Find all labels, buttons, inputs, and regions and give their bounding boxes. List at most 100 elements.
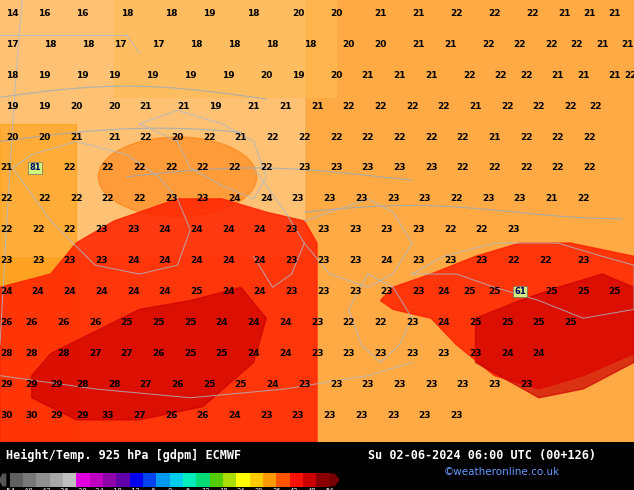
Text: 54: 54	[325, 488, 334, 490]
Text: 23: 23	[476, 256, 488, 265]
Text: 23: 23	[63, 256, 76, 265]
Text: 26: 26	[0, 318, 13, 327]
Text: -24: -24	[92, 488, 105, 490]
Text: 29: 29	[76, 411, 89, 420]
Text: 22: 22	[526, 9, 539, 18]
Text: 26: 26	[197, 411, 209, 420]
Text: 24: 24	[63, 287, 76, 296]
Text: 27: 27	[133, 411, 146, 420]
Text: 19: 19	[292, 71, 304, 80]
Text: 21: 21	[279, 101, 292, 111]
Text: 33: 33	[101, 411, 114, 420]
Text: 22: 22	[133, 164, 146, 172]
Text: 24: 24	[254, 256, 266, 265]
Text: 23: 23	[285, 256, 298, 265]
Text: 20: 20	[108, 101, 120, 111]
Text: 21: 21	[70, 132, 82, 142]
Text: 22: 22	[590, 101, 602, 111]
Text: 19: 19	[203, 9, 216, 18]
Text: 23: 23	[95, 225, 108, 234]
Text: 23: 23	[380, 225, 393, 234]
Text: 23: 23	[330, 164, 342, 172]
Text: 23: 23	[387, 411, 399, 420]
Text: 21: 21	[311, 101, 323, 111]
Text: Height/Temp. 925 hPa [gdpm] ECMWF: Height/Temp. 925 hPa [gdpm] ECMWF	[6, 449, 242, 462]
Text: 17: 17	[152, 40, 165, 49]
Text: 22: 22	[583, 164, 596, 172]
Text: 24: 24	[228, 411, 241, 420]
Text: 17: 17	[6, 40, 19, 49]
Text: 22: 22	[501, 101, 514, 111]
FancyBboxPatch shape	[0, 0, 304, 256]
Text: 21: 21	[552, 71, 564, 80]
Text: 23: 23	[412, 225, 425, 234]
Text: 22: 22	[298, 132, 311, 142]
Text: 24: 24	[533, 349, 545, 358]
Text: 19: 19	[6, 101, 19, 111]
Text: 21: 21	[235, 132, 247, 142]
Text: 22: 22	[571, 40, 583, 49]
Text: 23: 23	[323, 411, 336, 420]
Text: 16: 16	[76, 9, 89, 18]
Text: 19: 19	[76, 71, 89, 80]
Text: 18: 18	[6, 71, 19, 80]
Text: 23: 23	[127, 225, 139, 234]
Text: 23: 23	[374, 349, 387, 358]
Polygon shape	[32, 287, 266, 420]
Text: 23: 23	[406, 318, 418, 327]
Text: 26: 26	[165, 411, 178, 420]
Text: -6: -6	[148, 488, 156, 490]
Text: 22: 22	[507, 256, 520, 265]
Text: 23: 23	[418, 411, 431, 420]
Text: 23: 23	[577, 256, 590, 265]
Text: 21: 21	[412, 40, 425, 49]
Text: 22: 22	[552, 164, 564, 172]
Text: 20: 20	[292, 9, 304, 18]
Text: 21: 21	[0, 164, 13, 172]
Text: 23: 23	[285, 225, 298, 234]
Text: 23: 23	[298, 164, 311, 172]
Text: 18: 18	[304, 40, 317, 49]
Bar	[236, 473, 250, 487]
Text: 23: 23	[361, 380, 374, 389]
Text: 22: 22	[228, 164, 241, 172]
Text: 25: 25	[545, 287, 558, 296]
Text: 24: 24	[437, 318, 450, 327]
Text: 22: 22	[101, 164, 114, 172]
Text: 24: 24	[236, 488, 245, 490]
Bar	[10, 473, 23, 487]
Text: 22: 22	[456, 164, 469, 172]
Text: 22: 22	[342, 318, 355, 327]
Text: 22: 22	[520, 132, 533, 142]
Bar	[63, 473, 76, 487]
Bar	[49, 473, 63, 487]
Text: 24: 24	[158, 225, 171, 234]
Text: 23: 23	[425, 380, 437, 389]
Text: 23: 23	[32, 256, 44, 265]
Text: 21: 21	[374, 9, 387, 18]
Text: 25: 25	[216, 349, 228, 358]
Text: 22: 22	[0, 195, 13, 203]
Text: 26: 26	[152, 349, 165, 358]
Bar	[303, 473, 316, 487]
Text: 12: 12	[201, 488, 209, 490]
Text: 22: 22	[533, 101, 545, 111]
Text: 22: 22	[139, 132, 152, 142]
Text: -12: -12	[127, 488, 140, 490]
Bar	[114, 0, 336, 97]
Polygon shape	[0, 199, 317, 442]
Text: 23: 23	[311, 349, 323, 358]
Text: 22: 22	[165, 164, 178, 172]
Text: 24: 24	[222, 256, 235, 265]
Text: 22: 22	[482, 40, 495, 49]
Text: 25: 25	[609, 287, 621, 296]
Text: 24: 24	[437, 287, 450, 296]
Text: 24: 24	[266, 380, 279, 389]
Text: 19: 19	[209, 101, 222, 111]
Text: 23: 23	[393, 164, 406, 172]
Text: 23: 23	[425, 164, 437, 172]
Text: 23: 23	[311, 318, 323, 327]
Bar	[89, 473, 103, 487]
Text: -42: -42	[39, 488, 51, 490]
Bar	[103, 473, 116, 487]
